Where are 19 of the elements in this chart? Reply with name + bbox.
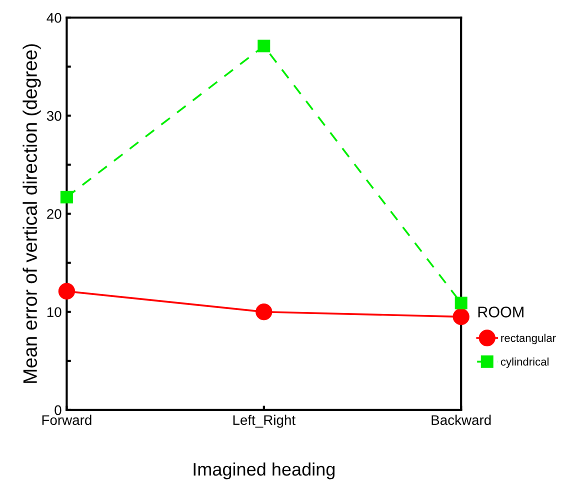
- point: [452, 308, 470, 326]
- y-tick-label: 10: [47, 307, 62, 318]
- legend-title: ROOM: [478, 306, 524, 318]
- point: [258, 40, 270, 52]
- x-axis-title: Imagined heading: [194, 462, 335, 480]
- point: [58, 282, 76, 300]
- y-tick-label: 30: [46, 111, 62, 121]
- y-axis-title: Mean error of vertical direction (degree): [22, 44, 41, 383]
- point: [256, 304, 272, 320]
- y-tick-label: 40: [46, 12, 62, 23]
- y-tick-label: 20: [47, 209, 62, 219]
- y-tick-label: 0: [54, 405, 62, 416]
- x-tick-label: Backward: [432, 414, 491, 426]
- x-tick-label: Forward: [42, 414, 92, 426]
- point: [60, 190, 73, 204]
- legend-label: rectangular: [501, 334, 556, 344]
- legend-label: cylindrical: [500, 358, 548, 368]
- point: [454, 296, 468, 310]
- x-tick-label: Left_Right: [233, 414, 296, 428]
